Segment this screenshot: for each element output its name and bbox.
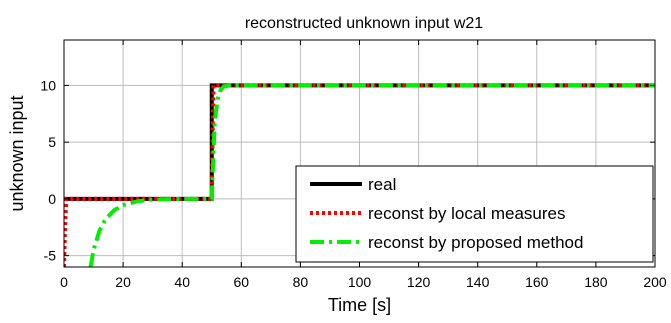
legend-label-3: reconst by proposed method xyxy=(368,233,583,252)
x-tick-label: 20 xyxy=(115,274,131,290)
x-tick-label: 120 xyxy=(407,274,431,290)
x-tick-label: 140 xyxy=(466,274,490,290)
x-tick-label: 100 xyxy=(348,274,372,290)
y-axis: -5 0 5 10 xyxy=(40,77,655,264)
y-tick-label: 10 xyxy=(40,77,56,93)
x-tick-label: 60 xyxy=(234,274,250,290)
x-tick-label: 0 xyxy=(60,274,68,290)
y-tick-label: 0 xyxy=(48,191,56,207)
series-line-3 xyxy=(88,83,655,267)
legend-label-1: real xyxy=(368,175,396,194)
x-tick-label: 160 xyxy=(525,274,549,290)
legend: real reconst by local measures reconst by … xyxy=(295,165,654,263)
x-axis: 0 20 40 60 80 100 120 140 160 180 200 xyxy=(60,40,667,290)
x-tick-label: 40 xyxy=(174,274,190,290)
x-tick-label: 80 xyxy=(293,274,309,290)
x-tick-label: 180 xyxy=(584,274,608,290)
series-layer xyxy=(64,83,655,267)
legend-label-2: reconst by local measures xyxy=(368,204,565,223)
y-axis-label: unknown input xyxy=(7,95,27,211)
chart-title: reconstructed unknown input w21 xyxy=(245,15,483,32)
x-axis-label: Time [s] xyxy=(328,295,391,315)
y-tick-label: -5 xyxy=(44,248,57,264)
x-tick-label: 200 xyxy=(643,274,667,290)
y-tick-label: 5 xyxy=(48,134,56,150)
